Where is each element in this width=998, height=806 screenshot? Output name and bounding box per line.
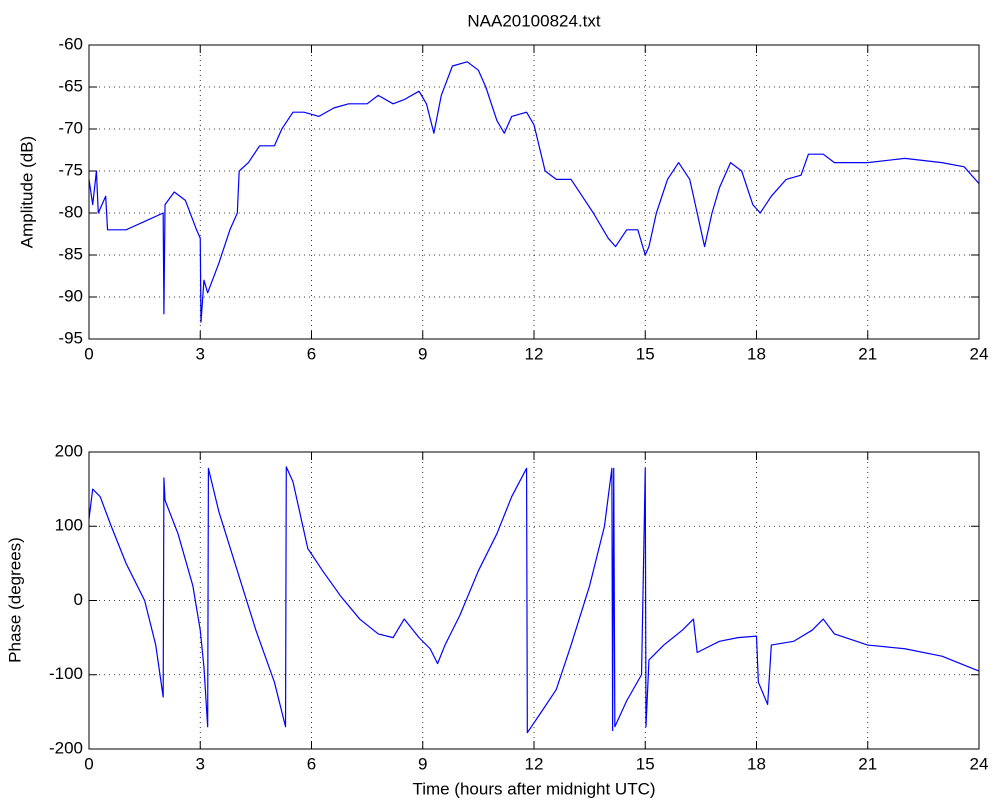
x-tick-label: 3 [196,754,205,773]
chart-title: NAA20100824.txt [467,11,601,30]
x-tick-label: 0 [84,344,93,363]
x-tick-label: 24 [970,754,989,773]
x-tick-label: 3 [196,344,205,363]
x-axis-label: Time (hours after midnight UTC) [412,779,655,798]
x-tick-label: 21 [858,754,877,773]
y-tick-label: -90 [58,286,83,305]
plot-frame [88,451,980,750]
y-tick-label: -200 [49,738,83,757]
x-tick-label: 6 [307,344,316,363]
y-axis-label: Amplitude (dB) [17,136,36,248]
data-line [88,61,980,323]
y-tick-label: 0 [74,590,83,609]
x-tick-label: 24 [970,344,989,363]
x-tick-label: 18 [747,754,766,773]
y-tick-label: -60 [58,34,83,53]
x-tick-label: 18 [747,344,766,363]
y-tick-label: -70 [58,118,83,137]
x-tick-label: 0 [84,754,93,773]
x-tick-label: 15 [636,754,655,773]
y-tick-label: 200 [55,441,83,460]
x-tick-label: 9 [418,344,427,363]
x-tick-label: 9 [418,754,427,773]
y-axis-label: Phase (degrees) [5,537,24,663]
y-tick-label: -85 [58,244,83,263]
y-tick-label: -65 [58,76,83,95]
x-tick-label: 15 [636,344,655,363]
y-tick-label: -95 [58,328,83,347]
x-tick-label: 6 [307,754,316,773]
x-tick-label: 12 [525,344,544,363]
y-tick-label: -80 [58,202,83,221]
y-tick-label: 100 [55,516,83,535]
x-tick-label: 12 [525,754,544,773]
data-line [88,466,980,734]
plot-frame [88,44,980,340]
y-tick-label: -100 [49,664,83,683]
x-tick-label: 21 [858,344,877,363]
y-tick-label: -75 [58,160,83,179]
